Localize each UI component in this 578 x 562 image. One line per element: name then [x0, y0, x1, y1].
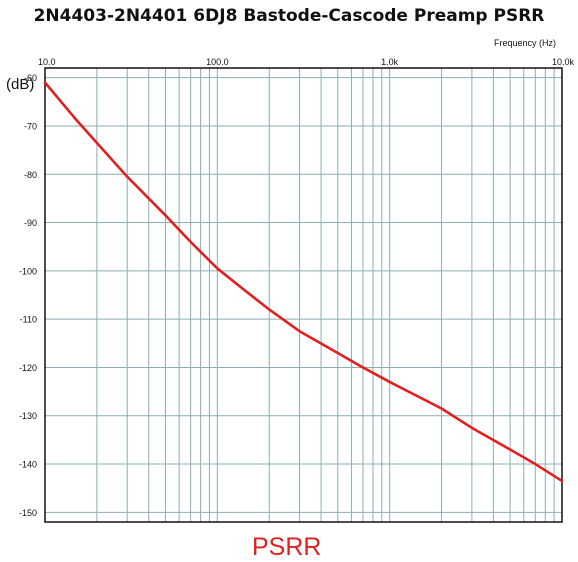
plot-frame: [44, 67, 563, 523]
y-tick-label: -110: [20, 315, 37, 325]
chart-title: 2N4403-2N4401 6DJ8 Bastode-Cascode Pream…: [33, 6, 545, 26]
y-tick-label: -150: [19, 508, 37, 518]
y-tick-labels: -60 -70 -80 -90 -100 -110 -120 -130 -140 -150: [19, 73, 37, 518]
y-axis-label: (dB): [6, 76, 34, 93]
plot-border: [44, 67, 563, 523]
series-lines: [43, 81, 564, 483]
y-tick-label: -60: [24, 73, 37, 83]
series-caption: PSRR: [252, 533, 322, 561]
x-axis-label: Frequency (Hz): [494, 38, 556, 48]
y-tick-label: -80: [24, 170, 37, 180]
series-line-psrr: [43, 81, 564, 483]
y-tick-label: -70: [24, 121, 37, 131]
x-tick-labels: 10.0 100.0 1.0k 10.0k: [38, 57, 574, 67]
x-tick-label: 1.0k: [381, 57, 399, 67]
x-tick-label: 10.0: [38, 57, 56, 67]
y-tick-label: -100: [19, 266, 37, 276]
x-tick-label: 10.0k: [552, 57, 575, 67]
x-tick-label: 100.0: [206, 57, 229, 67]
y-tick-label: -140: [19, 460, 37, 470]
grid-lines: [44, 68, 562, 522]
y-tick-label: -120: [19, 363, 37, 373]
y-tick-label: -130: [19, 411, 37, 421]
y-tick-label: -90: [24, 218, 37, 228]
